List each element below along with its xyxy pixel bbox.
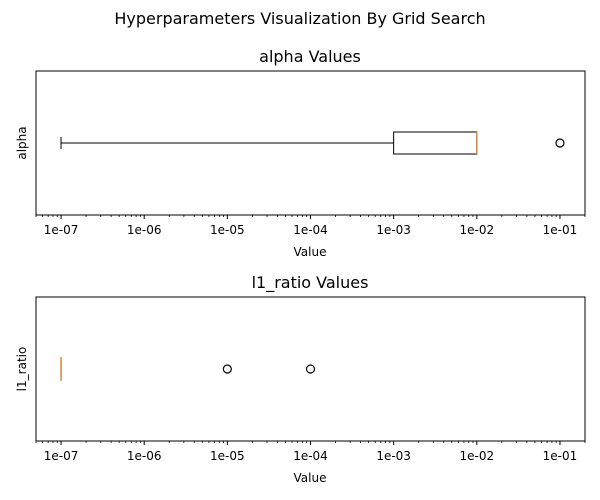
subplot-title: l1_ratio Values [252,273,369,293]
subplot-alpha: alpha Values alpha Value 1e-07 1e-06 1e-05… [15,47,586,259]
x-tick-label: 1e-04 [293,449,328,463]
y-axis-label: alpha [15,126,29,159]
subplot-title: alpha Values [259,47,361,66]
x-tick-label: 1e-06 [127,223,162,237]
x-tick-label: 1e-03 [376,223,411,237]
x-axis-label: Value [294,471,327,485]
x-tick-label: 1e-01 [543,223,578,237]
x-tick-label: 1e-06 [127,449,162,463]
outlier-point [305,364,316,374]
box-iqr [393,131,478,155]
axes-frame [35,296,586,442]
subplot-l1-ratio: l1_ratio Values l1_ratio Value 1e-07 1e-0… [15,273,586,485]
y-axis-label: l1_ratio [15,347,29,392]
x-tick-label: 1e-01 [543,449,578,463]
outlier-point [555,138,565,148]
x-tick-label: 1e-07 [44,223,79,237]
x-tick-label: 1e-04 [293,223,328,237]
x-tick-label: 1e-02 [459,449,494,463]
x-tick-label: 1e-02 [459,223,494,237]
x-tick-label: 1e-05 [210,223,245,237]
x-axis-label: Value [294,245,327,259]
axes-frame [35,70,586,216]
outlier-point [222,364,232,374]
x-tick-label: 1e-07 [44,449,79,463]
x-tick-label: 1e-05 [210,449,245,463]
x-tick-label: 1e-03 [376,449,411,463]
figure-suptitle: Hyperparameters Visualization By Grid Se… [114,9,485,28]
